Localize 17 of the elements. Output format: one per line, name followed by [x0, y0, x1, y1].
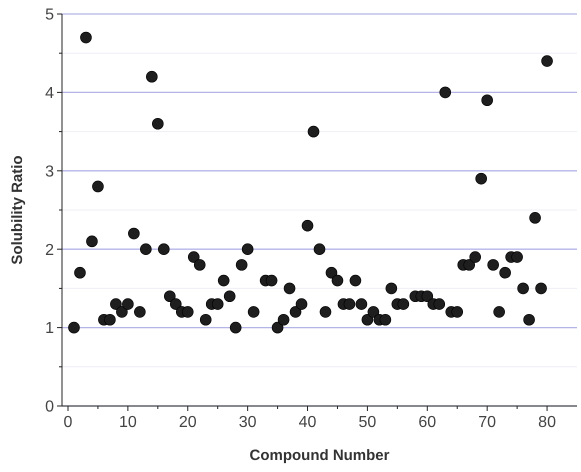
- y-tick-label: 1: [45, 320, 54, 338]
- x-axis-title: Compound Number: [250, 447, 390, 464]
- y-axis-title: Solubility Ratio: [9, 155, 26, 265]
- x-tick-label: 0: [64, 414, 73, 431]
- y-tick-label: 4: [45, 85, 54, 102]
- x-tick-label: 20: [178, 414, 197, 431]
- y-tick-label: 2: [45, 242, 54, 259]
- x-tick-label: 50: [358, 414, 376, 431]
- x-tick-label: 80: [538, 414, 556, 431]
- x-tick-label: 60: [418, 414, 436, 431]
- y-tick-label: 5: [45, 6, 54, 24]
- x-tick-label: 70: [478, 414, 496, 431]
- x-tick-label: 10: [118, 414, 137, 431]
- x-tick-label: 40: [298, 414, 317, 431]
- y-tick-label: 3: [45, 163, 54, 180]
- y-tick-label: 0: [45, 398, 54, 416]
- x-tick-label: 30: [238, 414, 257, 431]
